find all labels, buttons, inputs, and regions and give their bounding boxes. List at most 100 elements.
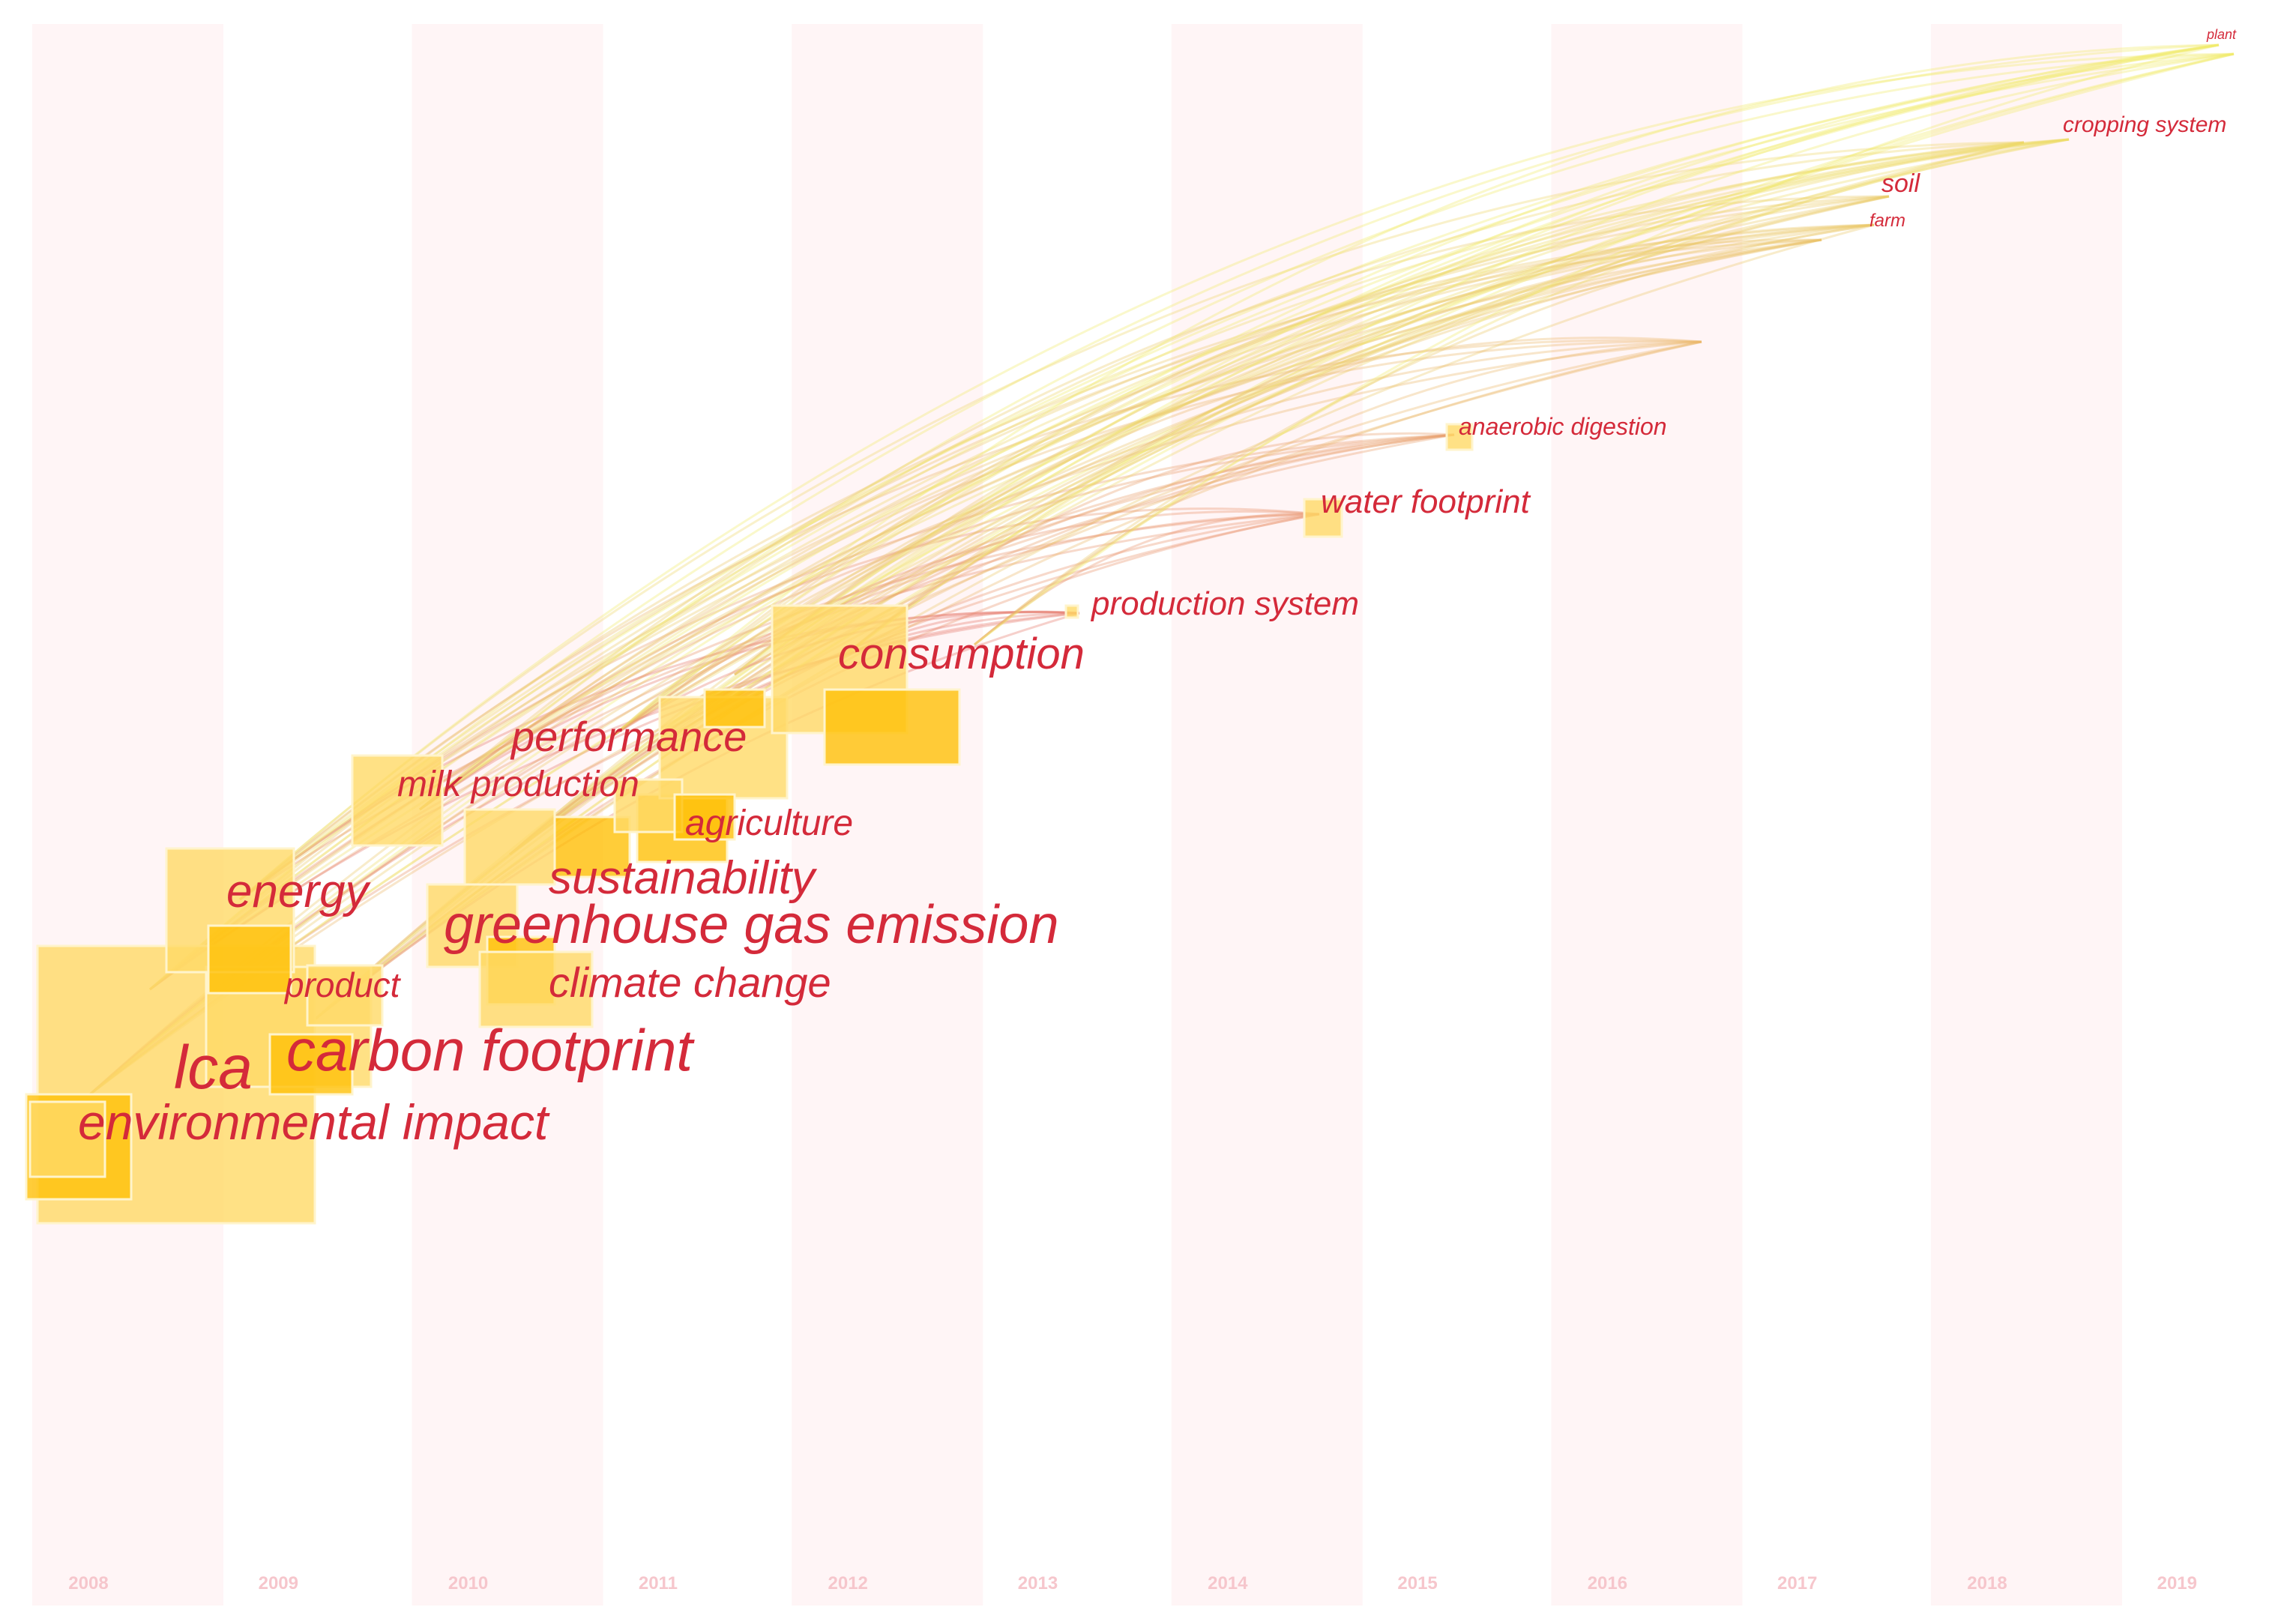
link-79 [734,337,1702,676]
link-51 [419,507,1320,811]
link-52 [419,610,1080,811]
link-64 [509,43,2220,856]
keyword-greenhouse-gas-emission: greenhouse gas emission [444,895,1059,955]
year-label-2013: 2013 [1018,1573,1058,1594]
node-greenhouse-gas-emission-0 [426,883,519,968]
link-66 [614,52,2235,736]
link-92 [974,43,2220,646]
node-agriculture-0 [613,778,684,833]
link-90 [974,340,1702,646]
link-26 [239,238,1822,901]
link-42 [314,43,2220,1021]
year-band-2016 [1551,24,1743,1606]
link-58 [509,223,1875,856]
keyword-agriculture: agriculture [685,804,853,843]
link-27 [239,339,1702,901]
node-water-footprint [1303,498,1343,538]
link-88 [974,138,2070,646]
node-agriculture-1 [673,793,736,841]
keyword-cropping-system: cropping system [2063,112,2226,137]
keyword-product: product [283,965,402,1004]
keyword-climate-change: climate change [549,959,831,1006]
link-31 [239,43,2220,901]
year-label-2011: 2011 [639,1573,678,1594]
year-band-2012 [792,24,983,1606]
link-75 [614,43,2220,736]
link-20 [149,43,2220,991]
keyword-milk-production: milk production [397,765,639,804]
node-carbon-footprint-1 [268,1033,354,1096]
link-45 [419,138,2070,811]
link-24 [239,195,1890,901]
keyword-plant: plant [2206,27,2237,42]
link-72 [614,433,1455,736]
node-performance-1 [703,688,766,729]
keyword-energy: energy [226,866,372,917]
link-78 [734,223,1875,676]
keyword-water-footprint: water footprint [1321,483,1531,520]
link-83 [839,195,1890,661]
keyword-sustainability: sustainability [549,852,818,904]
keyword-lca: lca [174,1034,253,1102]
link-85 [839,432,1455,661]
link-10 [89,141,2025,1096]
link-76 [614,141,2025,736]
link-71 [614,340,1702,736]
link-0 [89,52,2235,1096]
year-label-2008: 2008 [68,1573,108,1594]
link-23 [239,138,2070,901]
node-consumption-1 [823,688,961,766]
link-11 [149,52,2235,991]
link-73 [614,510,1320,736]
link-18 [149,513,1320,991]
link-46 [419,195,1890,811]
node-environmental-impact [28,1100,106,1178]
keyword-farm: farm [1869,211,1905,231]
node-product [306,964,384,1027]
link-32 [239,141,2025,901]
link-68 [614,195,1890,736]
link-4 [89,238,1822,1096]
node-production-system [1064,604,1079,619]
keyword-soil: soil [1881,169,1920,198]
node-anaerobic-digestion [1445,423,1474,451]
link-67 [614,138,2070,736]
keyword-anaerobic-digestion: anaerobic digestion [1459,413,1667,440]
keyword-production-system: production system [1090,585,1359,622]
year-band-2008 [32,24,223,1606]
link-44 [419,52,2235,811]
link-77 [734,138,2070,676]
keyword-environmental-impact: environmental impact [78,1094,550,1150]
link-34 [313,138,2070,1021]
year-label-2017: 2017 [1777,1573,1817,1594]
keyword-consumption: consumption [838,630,1085,678]
node-climate-change [478,950,594,1028]
link-91 [974,512,1320,646]
year-label-2019: 2019 [2157,1573,2197,1594]
link-50 [419,433,1455,811]
node-sustainability-0 [463,808,556,886]
year-axis: 2008 2009 2010 2011 2012 2013 2014 2015 2016 2017… [68,1573,2197,1594]
year-label-2018: 2018 [1967,1573,2007,1594]
link-89 [974,223,1875,646]
year-band-2014 [1171,24,1363,1606]
link-47 [419,223,1875,811]
link-87 [839,141,2025,661]
link-3 [88,223,1875,1096]
year-label-2010: 2010 [448,1573,488,1594]
year-label-2014: 2014 [1208,1573,1248,1594]
link-55 [509,52,2235,856]
link-70 [614,238,1822,736]
link-56 [509,138,2070,856]
link-82 [839,52,2235,661]
year-bands [32,24,2122,1606]
link-25 [239,223,1875,901]
link-61 [509,433,1455,856]
link-48 [419,238,1822,811]
year-label-2012: 2012 [828,1573,868,1594]
link-33 [314,52,2235,1021]
node-energy-1 [207,924,292,995]
link-54 [419,141,2025,811]
